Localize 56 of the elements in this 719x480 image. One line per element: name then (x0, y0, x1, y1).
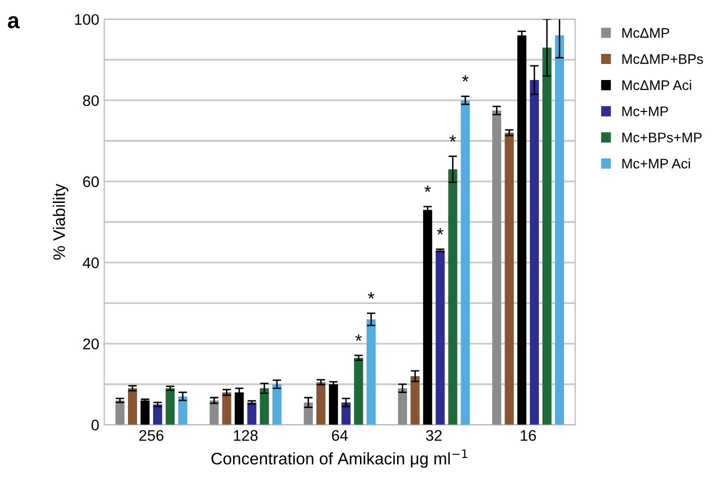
bar (554, 35, 564, 425)
y-tick-label: 20 (83, 338, 99, 350)
bar (272, 384, 282, 425)
x-tick-label: 128 (234, 430, 258, 441)
data-label: * (436, 228, 444, 234)
bar (210, 400, 219, 425)
bar (423, 210, 432, 425)
bar (234, 392, 244, 425)
y-tick-label: 0 (91, 420, 99, 430)
bar (410, 376, 420, 425)
bar (222, 392, 232, 425)
bar (366, 319, 376, 425)
bar (247, 402, 256, 425)
legend-label: McΔMP Aci (622, 80, 692, 90)
x-tick-label: 256 (139, 430, 164, 441)
data-label: * (424, 186, 431, 192)
x-axis-title: Concentration of Amikacin μg ml$^{−1}$ (211, 449, 468, 468)
bar (504, 132, 514, 425)
legend-label: Mc+MP (622, 106, 668, 116)
data-label: * (368, 292, 374, 299)
bar (328, 384, 338, 425)
bar (166, 388, 175, 425)
bar (260, 388, 269, 425)
bar (530, 80, 539, 425)
x-tick-label: 16 (520, 430, 536, 441)
bar (398, 388, 408, 425)
legend-label: McΔMP (622, 28, 670, 38)
bar (436, 250, 445, 425)
bar (542, 48, 552, 425)
data-label: * (450, 135, 456, 142)
y-tick-label: 40 (82, 257, 99, 268)
bar (304, 402, 313, 425)
legend-label: Mc+BPs+MP (622, 132, 702, 142)
bar (128, 388, 138, 425)
text: a (8, 16, 20, 28)
x-tick-label: 32 (426, 430, 442, 441)
y-tick-label: 80 (83, 95, 99, 106)
bar (448, 169, 458, 425)
data-label: * (462, 75, 469, 82)
legend-label: McΔMP+BPs (622, 54, 703, 64)
bar (354, 358, 364, 425)
bar (341, 402, 351, 425)
y-tick-label: 100 (75, 14, 99, 25)
bar (460, 100, 470, 425)
bar (153, 404, 162, 425)
bar (178, 396, 188, 425)
legend-label: Mc+MP Aci (622, 158, 690, 169)
y-tick-label: 60 (83, 176, 99, 188)
bar (517, 35, 526, 425)
bar (492, 110, 502, 425)
y-axis-title: % Viability (52, 184, 68, 260)
data-label: * (355, 334, 362, 341)
bar (115, 400, 124, 425)
bar (316, 382, 326, 425)
x-tick-label: 64 (332, 430, 348, 441)
bar (140, 400, 150, 425)
